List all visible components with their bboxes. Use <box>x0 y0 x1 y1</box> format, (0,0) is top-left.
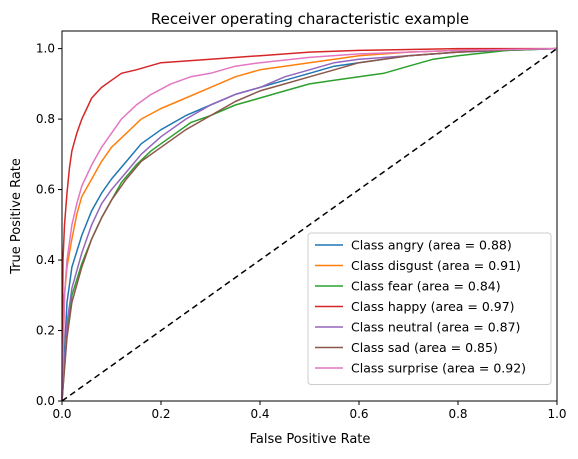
legend-label: Class happy (area = 0.97) <box>351 299 515 314</box>
legend-label: Class angry (area = 0.88) <box>351 238 512 253</box>
plot-frame <box>61 30 558 402</box>
roc-line-5 <box>61 47 558 402</box>
y-axis-label: True Positive Rate <box>9 158 24 275</box>
x-tick-label: 0.4 <box>250 407 269 421</box>
chart-title: Receiver operating characteristic exampl… <box>151 10 469 28</box>
legend-label: Class fear (area = 0.84) <box>351 279 501 294</box>
legend-box <box>307 232 552 385</box>
y-axis: 0.0 0.2 0.4 0.6 0.8 1.0 <box>36 42 62 408</box>
x-tick-label: 0.0 <box>52 407 71 421</box>
y-tick-label: 0.2 <box>36 324 55 338</box>
legend-label: Class neutral (area = 0.87) <box>351 320 520 335</box>
x-tick-label: 0.2 <box>151 407 170 421</box>
roc-line-3 <box>61 47 557 402</box>
plot-area <box>61 47 558 402</box>
legend-label: Class disgust (area = 0.91) <box>351 258 521 273</box>
roc-line-1 <box>61 47 558 402</box>
x-axis: 0.0 0.2 0.4 0.6 0.8 1.0 <box>52 401 567 421</box>
chance-diagonal-line <box>61 47 558 402</box>
y-tick-label: 0.6 <box>36 183 55 197</box>
legend-label: Class sad (area = 0.85) <box>351 340 498 355</box>
y-tick-label: 1.0 <box>36 42 55 56</box>
y-tick-label: 0.0 <box>36 394 55 408</box>
y-tick-label: 0.4 <box>36 253 55 267</box>
roc-line-4 <box>61 47 558 402</box>
roc-line-6 <box>61 47 558 402</box>
x-tick-label: 0.8 <box>448 407 467 421</box>
legend-label: Class surprise (area = 0.92) <box>351 361 526 376</box>
x-tick-label: 0.6 <box>349 407 368 421</box>
x-axis-label: False Positive Rate <box>250 432 371 447</box>
x-tick-label: 1.0 <box>547 407 566 421</box>
y-tick-label: 0.8 <box>36 112 55 126</box>
legend: Class angry (area = 0.88) Class disgust (… <box>307 232 552 385</box>
